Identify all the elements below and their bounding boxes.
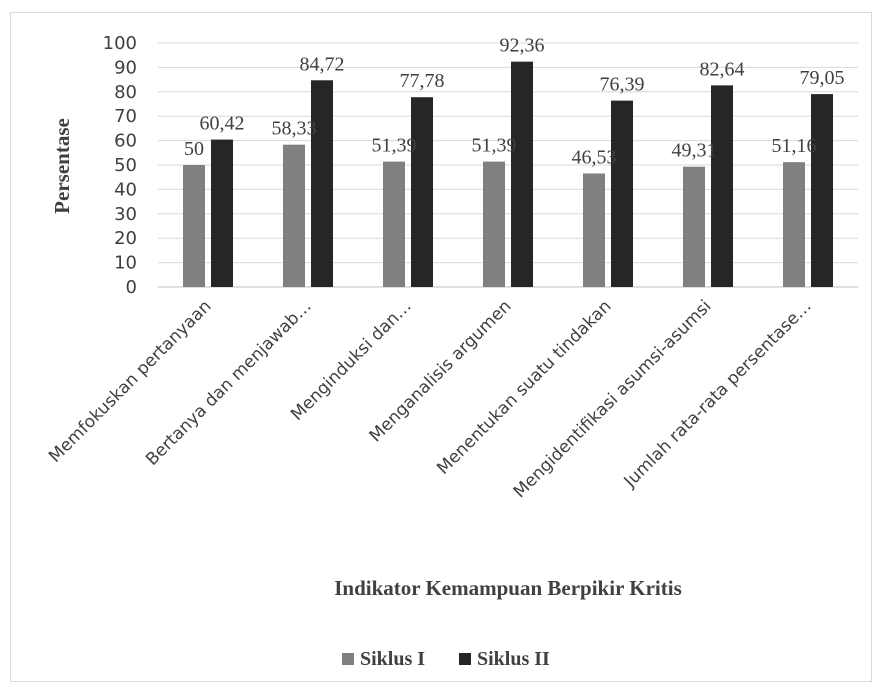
data-label: 49,31	[672, 140, 717, 162]
bar-siklus-1	[783, 162, 805, 287]
y-tick-label: 10	[114, 253, 137, 274]
bar-siklus-1	[683, 166, 705, 287]
bar-siklus-2	[211, 139, 233, 287]
bar-siklus-2	[711, 85, 733, 287]
bar-siklus-1	[483, 161, 505, 287]
y-tick-label: 100	[103, 33, 137, 54]
data-label: 50	[184, 138, 204, 160]
y-tick-label: 30	[114, 204, 137, 225]
y-tick-label: 40	[114, 179, 137, 200]
bar-siklus-1	[383, 161, 405, 287]
data-label: 82,64	[700, 58, 745, 80]
legend-label-siklus-1: Siklus I	[360, 648, 425, 670]
data-label: 58,33	[272, 118, 317, 140]
y-tick-label: 0	[126, 277, 137, 298]
data-label: 77,78	[400, 70, 445, 92]
y-tick-label: 60	[114, 131, 137, 152]
y-axis-title: Persentase	[50, 118, 74, 214]
bar-siklus-1	[583, 173, 605, 287]
bar-siklus-2	[311, 80, 333, 287]
data-label: 84,72	[300, 53, 345, 75]
y-tick-label: 50	[114, 155, 137, 176]
data-labels: 50 60,42 58,33 84,72 51,39 77,78 51,39 92,36 46,…	[184, 35, 845, 169]
data-label: 51,39	[372, 135, 417, 157]
x-axis-title: Indikator Kemampuan Berpikir Kritis	[334, 576, 682, 600]
x-category-label: Bertanya dan menjawab…	[142, 296, 315, 469]
data-label: 51,16	[772, 135, 817, 157]
bar-siklus-2	[511, 61, 533, 287]
legend-swatch-siklus-1	[342, 653, 354, 665]
y-tick-label: 20	[114, 228, 137, 249]
legend-swatch-siklus-2	[459, 653, 471, 665]
legend-label-siklus-2: Siklus II	[477, 648, 550, 670]
y-tick-label: 80	[114, 82, 137, 103]
y-axis-ticks: 0 10 20 30 40 50 60 70 80 90 100	[103, 33, 137, 298]
x-category-label: Jumlah rata-rata persentase…	[620, 296, 816, 492]
legend: Siklus I Siklus II	[342, 648, 550, 670]
gridlines	[158, 42, 858, 288]
bar-siklus-1	[283, 144, 305, 287]
data-label: 46,53	[572, 146, 617, 168]
bar-siklus-2	[411, 97, 433, 287]
bars	[183, 61, 833, 287]
data-label: 51,39	[472, 135, 517, 157]
data-label: 60,42	[200, 113, 245, 135]
bar-siklus-2	[811, 94, 833, 287]
bar-siklus-1	[183, 165, 205, 287]
x-category-label: Mengidentifikasi asumsi-asumsi	[510, 296, 716, 502]
x-category-label: Memfokuskan pertanyaan	[45, 296, 215, 466]
data-label: 76,39	[600, 74, 645, 96]
data-label: 79,05	[800, 67, 845, 89]
x-category-label: Menentukan suatu tindakan	[433, 296, 615, 478]
y-tick-label: 70	[114, 106, 137, 127]
y-tick-label: 90	[114, 57, 137, 78]
data-label: 92,36	[500, 35, 545, 57]
bar-siklus-2	[611, 100, 633, 287]
